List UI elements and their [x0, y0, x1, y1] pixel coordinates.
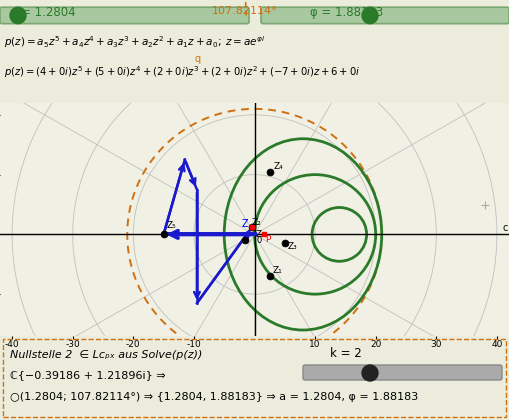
FancyBboxPatch shape	[0, 7, 249, 24]
FancyBboxPatch shape	[261, 7, 509, 24]
Text: ○(1.2804; 107.82114°) ⇒ {1.2804, 1.88183} ⇒ a = 1.2804, φ = 1.88183: ○(1.2804; 107.82114°) ⇒ {1.2804, 1.88183…	[10, 392, 418, 402]
Text: $p(z) = a_5z^5 + a_4z^4 + a_3z^3 + a_2z^2 + a_1z + a_0;\; z = ae^{\varphi i}$: $p(z) = a_5z^5 + a_4z^4 + a_3z^3 + a_2z^…	[4, 34, 266, 50]
Circle shape	[10, 7, 26, 24]
Text: a = 1.2804: a = 1.2804	[10, 6, 76, 19]
Text: Z: Z	[241, 219, 248, 229]
Text: 107.82114°: 107.82114°	[212, 6, 278, 16]
Text: 0: 0	[257, 236, 262, 245]
Text: $p(z) = (4+0i)z^5 + (5+0i)z^4 + (2+0i)z^3 + (2+0i)z^2 + (-7+0i)z + 6 + 0i$: $p(z) = (4+0i)z^5 + (5+0i)z^4 + (2+0i)z^…	[4, 64, 360, 80]
Text: ℂ{−0.39186 + 1.21896i} ⇒: ℂ{−0.39186 + 1.21896i} ⇒	[10, 370, 165, 380]
Text: Z₁: Z₁	[273, 266, 282, 275]
Text: Z₃: Z₃	[288, 242, 298, 251]
Text: Z₂: Z₂	[251, 218, 261, 227]
Text: P: P	[265, 234, 271, 244]
Text: Z₀: Z₀	[256, 230, 266, 239]
Circle shape	[362, 365, 378, 381]
Circle shape	[362, 7, 378, 24]
Text: Z₄: Z₄	[274, 162, 284, 171]
Text: Z₅: Z₅	[166, 221, 177, 231]
Text: φ = 1.88183: φ = 1.88183	[310, 6, 383, 19]
Text: Nullstelle 2  ∈ Lᴄₚₓ aus Solve(p(z)): Nullstelle 2 ∈ Lᴄₚₓ aus Solve(p(z))	[10, 350, 203, 360]
Text: k = 2: k = 2	[330, 347, 362, 360]
Text: c: c	[503, 223, 508, 233]
FancyBboxPatch shape	[303, 365, 502, 380]
Text: q: q	[195, 53, 201, 63]
